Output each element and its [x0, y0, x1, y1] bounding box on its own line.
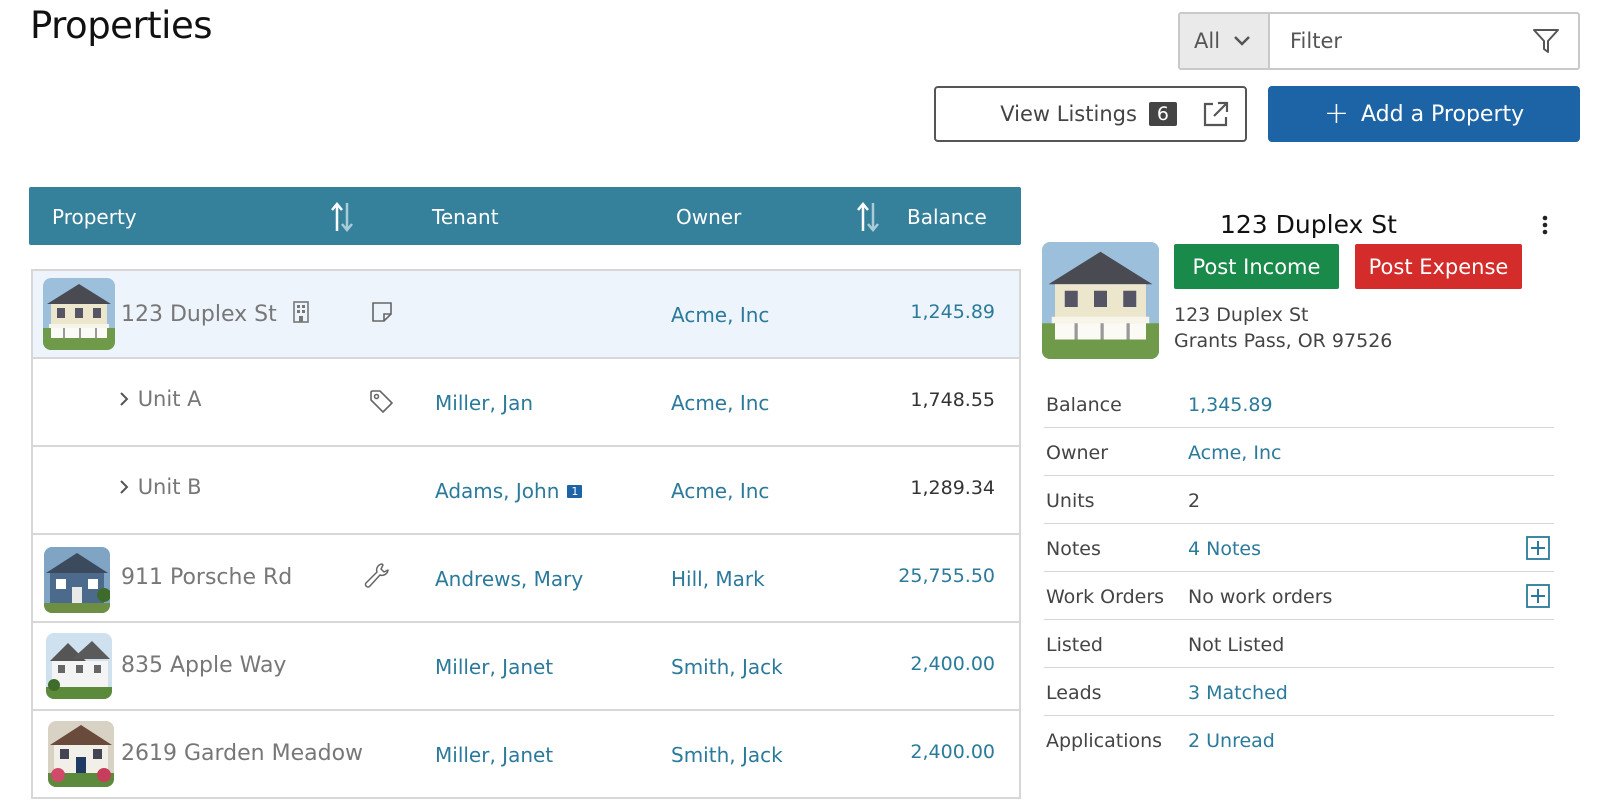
notes-link[interactable]: 4 Notes: [1188, 538, 1262, 560]
detail-property-photo: [1042, 242, 1159, 359]
property-name[interactable]: 123 Duplex St: [121, 301, 310, 327]
external-link-icon: [1203, 101, 1229, 127]
filter-placeholder: Filter: [1290, 29, 1343, 53]
field-label: Owner: [1046, 442, 1109, 464]
view-listings-button[interactable]: View Listings 6: [934, 86, 1247, 142]
field-label: Units: [1046, 490, 1095, 512]
detail-row-notes: Notes 4 Notes: [1044, 524, 1554, 572]
column-header-tenant[interactable]: Tenant: [432, 205, 499, 229]
property-name[interactable]: 2619 Garden Meadow: [121, 741, 364, 766]
detail-row-work-orders: Work Orders No work orders: [1044, 572, 1554, 620]
post-income-button[interactable]: Post Income: [1174, 244, 1339, 289]
address-line1: 123 Duplex St: [1174, 304, 1309, 326]
field-label: Work Orders: [1046, 586, 1165, 608]
chevron-right-icon: [120, 392, 129, 406]
detail-row-listed: Listed Not Listed: [1044, 620, 1554, 668]
unit-name[interactable]: Unit A: [119, 387, 201, 411]
owner-link[interactable]: Acme, Inc: [1188, 442, 1282, 464]
filter-group: All Filter: [1178, 12, 1580, 70]
owner-link[interactable]: Smith, Jack: [671, 743, 783, 767]
tenant-link[interactable]: Adams, John 1: [435, 479, 583, 503]
detail-title: 123 Duplex St: [1220, 210, 1397, 239]
detail-fields: Balance 1,345.89 Owner Acme, Inc Units 2…: [1044, 380, 1554, 764]
sort-arrows-icon[interactable]: [329, 201, 355, 233]
tenant-link[interactable]: Miller, Janet: [435, 743, 554, 767]
tenant-link[interactable]: Miller, Jan: [435, 391, 533, 415]
filter-scope-select[interactable]: All: [1180, 14, 1270, 68]
units-value: 2: [1188, 490, 1201, 512]
building-icon: [292, 301, 309, 323]
balance-value[interactable]: 2,400.00: [910, 741, 995, 763]
column-header-balance[interactable]: Balance: [907, 205, 987, 229]
leads-link[interactable]: 3 Matched: [1188, 682, 1288, 704]
view-listings-label: View Listings: [1000, 102, 1137, 126]
filter-scope-value: All: [1194, 29, 1221, 53]
property-table: 123 Duplex St Acme, Inc 1,245.89 Unit A …: [31, 269, 1021, 799]
listed-value: Not Listed: [1188, 634, 1285, 656]
owner-link[interactable]: Acme, Inc: [671, 391, 770, 415]
sort-arrows-icon[interactable]: [855, 201, 881, 233]
table-row[interactable]: Unit A Miller, Jan Acme, Inc 1,748.55: [33, 359, 1019, 447]
property-address: 123 Duplex St Grants Pass, OR 97526: [1174, 302, 1392, 354]
add-work-order-icon[interactable]: [1526, 584, 1550, 608]
table-header: Property Tenant Owner Balance: [29, 187, 1021, 245]
balance-value: 1,748.55: [910, 389, 995, 411]
work-orders-value: No work orders: [1188, 586, 1333, 608]
tag-icon[interactable]: [369, 389, 395, 415]
field-label: Applications: [1046, 730, 1163, 752]
balance-link[interactable]: 1,345.89: [1188, 394, 1273, 416]
property-thumbnail: [43, 278, 115, 350]
table-row[interactable]: 123 Duplex St Acme, Inc 1,245.89: [33, 271, 1019, 359]
table-row[interactable]: 835 Apple Way Miller, Janet Smith, Jack …: [33, 623, 1019, 711]
address-line2: Grants Pass, OR 97526: [1174, 330, 1393, 352]
owner-link[interactable]: Acme, Inc: [671, 479, 770, 503]
add-property-label: Add a Property: [1360, 101, 1525, 127]
property-thumbnail: [48, 721, 114, 787]
property-thumbnail: [46, 633, 112, 699]
detail-row-owner: Owner Acme, Inc: [1044, 428, 1554, 476]
table-row[interactable]: Unit B Adams, John 1 Acme, Inc 1,289.34: [33, 447, 1019, 535]
unit-name[interactable]: Unit B: [119, 475, 202, 499]
listings-count-badge: 6: [1148, 102, 1177, 126]
column-header-owner[interactable]: Owner: [676, 205, 742, 229]
balance-value[interactable]: 2,400.00: [910, 653, 995, 675]
property-name[interactable]: 835 Apple Way: [121, 653, 287, 678]
chevron-down-icon: [1234, 36, 1250, 46]
chevron-right-icon: [120, 480, 129, 494]
column-header-property[interactable]: Property: [52, 205, 137, 229]
tenant-link[interactable]: Andrews, Mary: [435, 567, 584, 591]
detail-row-units: Units 2: [1044, 476, 1554, 524]
add-note-icon[interactable]: [1526, 536, 1550, 560]
field-label: Balance: [1046, 394, 1122, 416]
balance-value: 1,289.34: [910, 477, 995, 499]
field-label: Listed: [1046, 634, 1103, 656]
page-title: Properties: [30, 4, 213, 47]
filter-funnel-icon[interactable]: [1532, 27, 1560, 55]
applications-link[interactable]: 2 Unread: [1188, 730, 1275, 752]
detail-row-balance: Balance 1,345.89: [1044, 380, 1554, 428]
field-label: Leads: [1046, 682, 1102, 704]
owner-link[interactable]: Acme, Inc: [671, 303, 770, 327]
note-icon[interactable]: [371, 301, 393, 323]
table-row[interactable]: 911 Porsche Rd Andrews, Mary Hill, Mark …: [33, 535, 1019, 623]
owner-link[interactable]: Smith, Jack: [671, 655, 783, 679]
balance-value[interactable]: 1,245.89: [910, 301, 995, 323]
detail-row-leads: Leads 3 Matched: [1044, 668, 1554, 716]
add-property-button[interactable]: + Add a Property: [1268, 86, 1580, 142]
balance-value[interactable]: 25,755.50: [898, 565, 995, 587]
more-vertical-icon[interactable]: [1540, 214, 1550, 236]
table-row[interactable]: 2619 Garden Meadow Miller, Janet Smith, …: [33, 711, 1019, 799]
property-thumbnail: [44, 547, 110, 613]
property-name[interactable]: 911 Porsche Rd: [121, 565, 293, 590]
plus-icon: +: [1323, 96, 1349, 131]
owner-link[interactable]: Hill, Mark: [671, 567, 765, 591]
tenant-link[interactable]: Miller, Janet: [435, 655, 554, 679]
wrench-icon[interactable]: [363, 561, 391, 589]
detail-row-applications: Applications 2 Unread: [1044, 716, 1554, 764]
tenant-count-badge: 1: [567, 485, 583, 498]
post-expense-button[interactable]: Post Expense: [1355, 244, 1522, 289]
filter-input[interactable]: Filter: [1270, 14, 1578, 68]
field-label: Notes: [1046, 538, 1101, 560]
